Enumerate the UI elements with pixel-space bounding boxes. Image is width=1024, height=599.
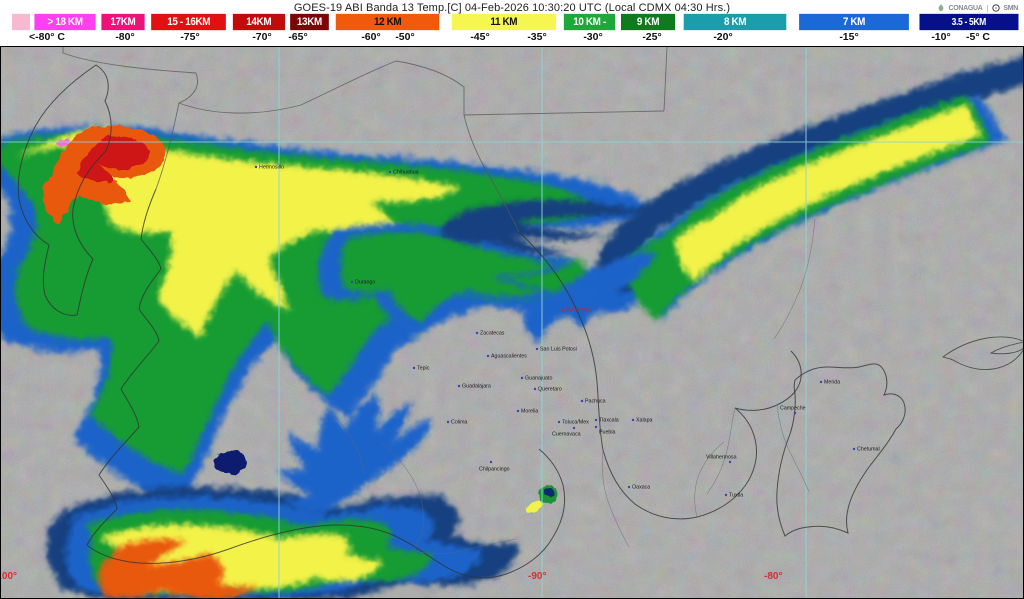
svg-text:Cd Victoria: Cd Victoria [566,308,592,314]
svg-text:Tuxtla: Tuxtla [729,493,743,499]
svg-text:Tepic: Tepic [417,366,430,372]
svg-text:Chetumal: Chetumal [857,447,880,453]
svg-text:Toluca/Mex: Toluca/Mex [562,420,589,426]
svg-text:Puebla: Puebla [599,430,616,436]
svg-text:Pachuca: Pachuca [585,399,606,405]
svg-text:Hermosillo: Hermosillo [259,165,284,171]
svg-text:Chilpancingo: Chilpancingo [479,467,510,473]
svg-text:Morelia: Morelia [521,409,538,415]
svg-text:Queretaro: Queretaro [538,387,562,393]
svg-text:Colima: Colima [451,420,468,426]
svg-text:Guanajuato: Guanajuato [525,376,552,382]
svg-text:Tlaxcala: Tlaxcala [599,418,619,424]
svg-text:Cuernavaca: Cuernavaca [552,432,581,438]
svg-text:Durango: Durango [355,280,375,286]
svg-text:Guadalajara: Guadalajara [462,384,491,390]
svg-text:Xalapa: Xalapa [636,418,653,424]
svg-text:Chihuahua: Chihuahua [393,170,419,176]
svg-text:Villahermosa: Villahermosa [706,455,737,461]
svg-text:Merida: Merida [824,380,840,386]
svg-text:Campeche: Campeche [780,406,806,412]
svg-text:San Luis Potosi: San Luis Potosi [540,347,577,353]
svg-text:Aguascalientes: Aguascalientes [491,354,527,360]
svg-text:Zacatecas: Zacatecas [480,331,505,337]
svg-text:Oaxaca: Oaxaca [632,485,650,491]
